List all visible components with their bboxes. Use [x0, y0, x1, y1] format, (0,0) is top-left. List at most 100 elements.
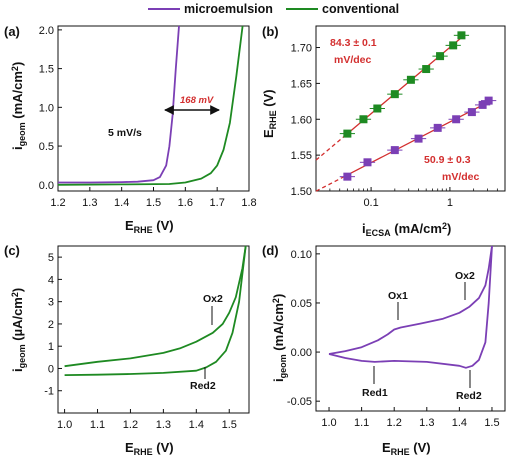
- panel-d-label: (d): [262, 243, 279, 258]
- panel-c-frame: [57, 245, 250, 414]
- panel-d-series-anodic: [328, 245, 493, 355]
- panel-c-ytick-label-5: 4: [48, 274, 54, 286]
- panel-a-xlabel: ERHE (V): [125, 218, 174, 235]
- legend-label-microemulsion: microemulsion: [184, 2, 273, 16]
- panel-c-ytick-label-3: 2: [48, 319, 54, 331]
- panel-c-xtick-label-0: 1.0: [57, 419, 72, 431]
- panel-b-point-microemulsion-6: [467, 108, 476, 117]
- panel-c-ox2-label: Ox2: [203, 293, 223, 305]
- panel-d-ytick-label-1: 0.00: [291, 347, 312, 359]
- panel-b-point-microemulsion-8: [484, 96, 493, 105]
- panel-d-xtick-label-4: 1.4: [452, 417, 467, 429]
- panel-c-ytick-label-4: 3: [48, 297, 54, 309]
- panel-c-series: [64, 245, 247, 376]
- panel-d-xlabel: ERHE (V): [382, 440, 431, 457]
- panel-c-label: (c): [4, 243, 20, 258]
- panel-b-xlabel: iECSA (mA/cm2): [362, 221, 451, 238]
- panel-b-point-conventional-3: [390, 90, 399, 99]
- panel-d-series: [328, 245, 493, 369]
- panel-d-ox2-label: Ox2: [455, 270, 475, 282]
- panel-b-xtick-label-1: 1: [447, 197, 453, 209]
- panel-b-point-microemulsion-1: [363, 158, 372, 167]
- panel-b-point-microemulsion-7: [478, 100, 487, 109]
- panel-c-xtick-label-2: 1.2: [123, 419, 138, 431]
- panel-a-shift-label: 168 mV: [180, 95, 214, 106]
- panel-b-point-microemulsion-3: [414, 134, 423, 143]
- panel-a-series-conventional: [57, 25, 244, 186]
- panel-b-ylabel: ERHE (V): [261, 89, 278, 138]
- panel-d-xtick-label-3: 1.3: [419, 417, 434, 429]
- panel-c-series-cathodic: [64, 245, 247, 376]
- panel-b-slope-conventional-unit: mV/dec: [334, 54, 372, 66]
- panel-b-point-conventional-6: [436, 52, 445, 61]
- panel-d-xtick-label-2: 1.2: [387, 417, 402, 429]
- panel-a-xtick-label-4: 1.6: [178, 197, 193, 209]
- panel-b-slope-microemulsion: 50.9 ± 0.3: [424, 154, 471, 166]
- panel-b-xtick-label-0: 0.1: [363, 197, 378, 209]
- panel-c-ytick-label-1: 0: [48, 363, 54, 375]
- panel-b-ytick-label-3: 1.65: [291, 78, 312, 90]
- panel-a-xtick-label-0: 1.2: [50, 197, 65, 209]
- panel-b-ytick-label-0: 1.50: [291, 186, 312, 198]
- panel-b-slope-conventional: 84.3 ± 0.1: [330, 37, 377, 49]
- panel-d-xtick-label-0: 1.0: [321, 417, 336, 429]
- panel-a-ytick-label-4: 2.0: [39, 25, 54, 37]
- panel-a-frame: [57, 25, 250, 192]
- panel-b-point-conventional-0: [343, 129, 352, 138]
- panel-a-ytick-label-3: 1.5: [39, 64, 54, 76]
- panel-a-ticks: 1.2 1.3 1.4 1.5 1.6 1.7 1.8 0.0 0.5 1.0 1.5 2.0: [39, 25, 257, 209]
- panel-c-xtick-label-5: 1.5: [222, 419, 237, 431]
- panel-b-point-conventional-4: [406, 75, 415, 84]
- panel-d-frame: [315, 245, 506, 412]
- panel-a-ytick-label-0: 0.0: [39, 180, 54, 192]
- panel-a-xtick-label-5: 1.7: [210, 197, 225, 209]
- panel-a-xtick-label-3: 1.5: [146, 197, 161, 209]
- panel-a-ylabel: igeom (mA/cm2): [10, 62, 27, 150]
- panel-d-series-cathodic: [328, 245, 493, 369]
- panel-d-red1-label: Red1: [362, 387, 388, 399]
- panel-a-label: (a): [4, 24, 20, 39]
- panel-b-ytick-label-1: 1.55: [291, 150, 312, 162]
- panel-c-series-anodic: [64, 245, 247, 368]
- panel-b-slope-microemulsion-unit: mV/dec: [442, 171, 480, 183]
- panel-b-frame: [315, 25, 506, 192]
- panel-c-xtick-label-4: 1.4: [189, 419, 204, 431]
- panel-c-ytick-label-6: 5: [48, 252, 54, 264]
- panel-b-fit-extrap-microemulsion: [315, 174, 348, 192]
- panel-b-label: (b): [262, 24, 279, 39]
- panel-b-ticks: 0.1 1 1.50 1.55 1.60 1.65 1.70: [291, 43, 506, 209]
- panel-c-xtick-label-1: 1.1: [90, 419, 105, 431]
- panel-d-ytick-label-2: 0.05: [291, 298, 312, 310]
- panel-a: (a) 1.2 1.3 1.4 1.5 1.6 1.7 1.8 0.0 0.5 1.0 1.5 2.0…: [4, 24, 257, 235]
- panel-b: (b) 0.1 11.501.551.601.651.70 84.3 ± 0.1 …: [261, 24, 506, 238]
- panel-c-ylabel: igeom (µA/cm2): [10, 288, 27, 372]
- panel-b-fit-extrap-conventional: [315, 133, 348, 161]
- panel-b-point-conventional-1: [359, 115, 368, 124]
- panel-b-point-conventional-2: [373, 104, 382, 113]
- panel-b-series: [339, 31, 497, 181]
- panel-d-xtick-label-5: 1.5: [484, 417, 499, 429]
- legend-label-conventional: conventional: [322, 2, 399, 16]
- panel-a-xtick-label-1: 1.3: [82, 197, 97, 209]
- panel-d-ylabel: igeom (mA/cm2): [271, 294, 288, 382]
- panel-b-ytick-label-4: 1.70: [291, 43, 312, 55]
- panel-b-point-conventional-7: [449, 41, 458, 50]
- panel-d-red2-label: Red2: [456, 390, 482, 402]
- panel-c-ticks: 1.0 1.1 1.2 1.3 1.4 1.5 -1 0 1 2 3 4 5: [44, 252, 237, 431]
- panel-a-ytick-label-1: 0.5: [39, 141, 54, 153]
- panel-b-point-microemulsion-5: [452, 115, 461, 124]
- panel-c-xtick-label-3: 1.3: [156, 419, 171, 431]
- panel-b-point-microemulsion-0: [343, 172, 352, 181]
- panel-a-xtick-label-2: 1.4: [114, 197, 129, 209]
- panel-d-xtick-label-1: 1.1: [354, 417, 369, 429]
- panel-d-ox1-label: Ox1: [388, 290, 408, 302]
- panel-d: (d) 1.0 1.1 1.2 1.3 1.4 1.5-0.050.000.050.10 …: [262, 243, 506, 457]
- panel-c-ytick-label-2: 1: [48, 341, 54, 353]
- panel-c-red2-label: Red2: [190, 380, 216, 392]
- panel-a-xtick-label-6: 1.8: [241, 197, 256, 209]
- panel-a-ytick-label-2: 1.0: [39, 102, 54, 114]
- panel-d-ticks: 1.0 1.1 1.2 1.3 1.4 1.5 -0.05 0.00 0.05 0.10: [287, 249, 500, 429]
- panel-a-series: [57, 25, 244, 186]
